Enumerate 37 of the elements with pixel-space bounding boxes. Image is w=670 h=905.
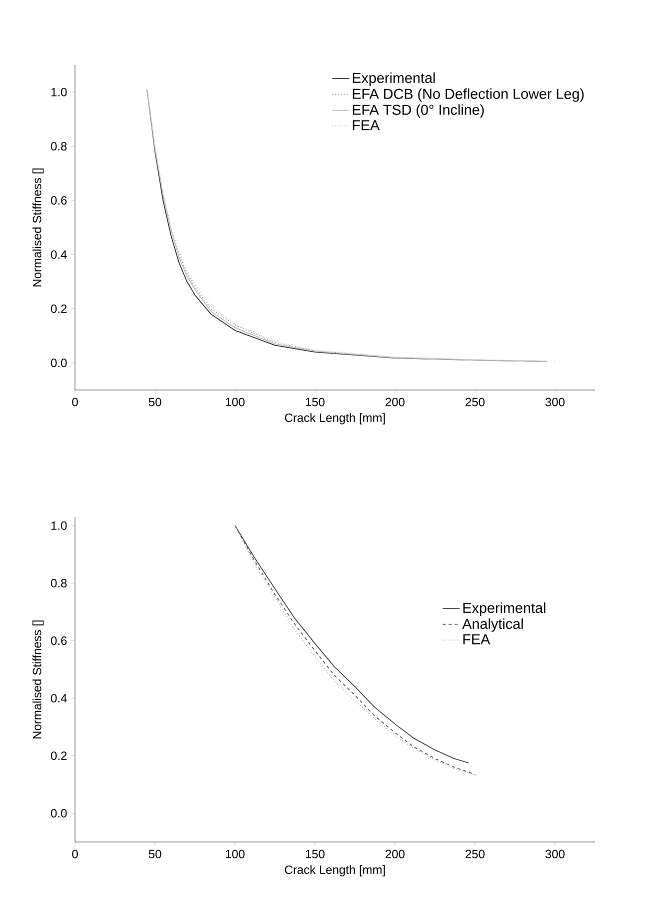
x-tick-label: 100 (226, 398, 245, 406)
y-tick-label: 0.2 (50, 751, 67, 760)
legend-label: Experimental (352, 72, 435, 86)
x-tick-label: 200 (386, 398, 405, 406)
legend-label: EFA TSD (0° Incline) (352, 104, 484, 118)
y-tick-label: 0.8 (50, 578, 67, 588)
x-tick-label: 300 (545, 850, 565, 858)
y-tick-label: 0.6 (50, 196, 67, 205)
x-tick-label: 200 (386, 850, 405, 858)
legend-label: Analytical (462, 618, 523, 632)
y-tick-label: 0.4 (50, 250, 67, 259)
legend-label: FEA (352, 120, 380, 130)
x-axis-title: Crack Length [mm] (284, 413, 385, 424)
x-tick-label: 250 (466, 850, 485, 858)
x-tick-label: 300 (545, 398, 565, 406)
y-tick-label: 0.4 (50, 694, 67, 702)
x-tick-label: 100 (226, 850, 245, 858)
x-tick-label: 0 (72, 850, 78, 858)
legend-label: Experimental (463, 602, 546, 616)
y-tick-label: 0.2 (50, 304, 67, 313)
x-axis-title: Crack Length [mm] (284, 865, 385, 876)
x-tick-label: 250 (466, 398, 485, 406)
y-tick-label: 0.0 (50, 358, 67, 368)
x-tick-label: 150 (306, 850, 325, 858)
y-tick-label: 0.0 (50, 808, 67, 818)
x-tick-label: 50 (148, 850, 162, 858)
y-axis-title: Normalised Stiffness [] (32, 620, 44, 738)
y-tick-label: 0.6 (50, 636, 67, 645)
y-axis-title: Normalised Stiffness [] (32, 168, 44, 286)
y-tick-label: 0.8 (50, 142, 67, 150)
x-tick-label: 0 (72, 398, 78, 406)
y-tick-label: 1.0 (51, 88, 67, 96)
x-tick-label: 150 (306, 398, 325, 406)
y-tick-label: 1.0 (51, 521, 67, 530)
x-tick-label: 50 (148, 398, 162, 406)
legend-label: FEA (463, 634, 490, 644)
legend-label: EFA DCB (No Deflection Lower Leg) (352, 88, 584, 102)
